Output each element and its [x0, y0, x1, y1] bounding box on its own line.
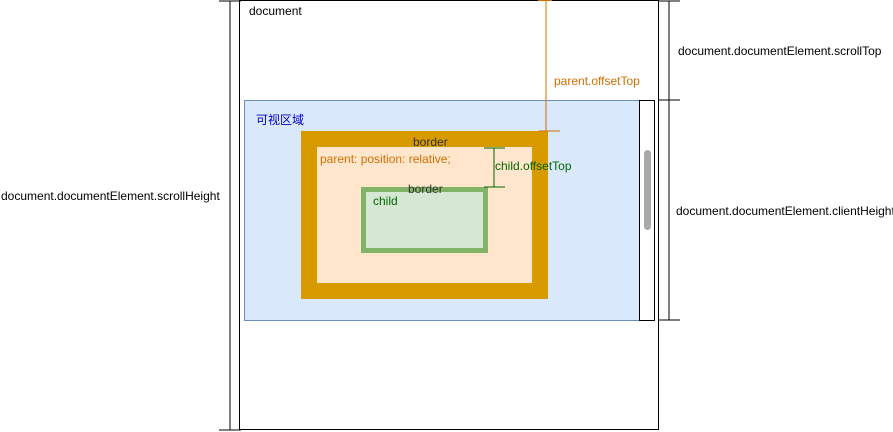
- parent-offset-top-label: parent.offsetTop: [554, 74, 640, 88]
- scrollbar-thumb[interactable]: [644, 150, 651, 230]
- parent-border-label: border: [413, 135, 448, 149]
- scroll-top-label: document.documentElement.scrollTop: [678, 44, 882, 58]
- client-height-label: document.documentElement.clientHeight: [676, 204, 893, 218]
- parent-position-label: parent: position: relative;: [320, 152, 451, 166]
- child-box: [361, 187, 488, 253]
- document-label: document: [249, 4, 302, 18]
- child-offset-top-label: child.offsetTop: [495, 159, 572, 173]
- viewport-label: 可视区域: [256, 113, 305, 127]
- child-border-label: border: [408, 182, 443, 196]
- scroll-height-label: document.documentElement.scrollHeight: [1, 189, 220, 203]
- child-label: child: [373, 194, 398, 208]
